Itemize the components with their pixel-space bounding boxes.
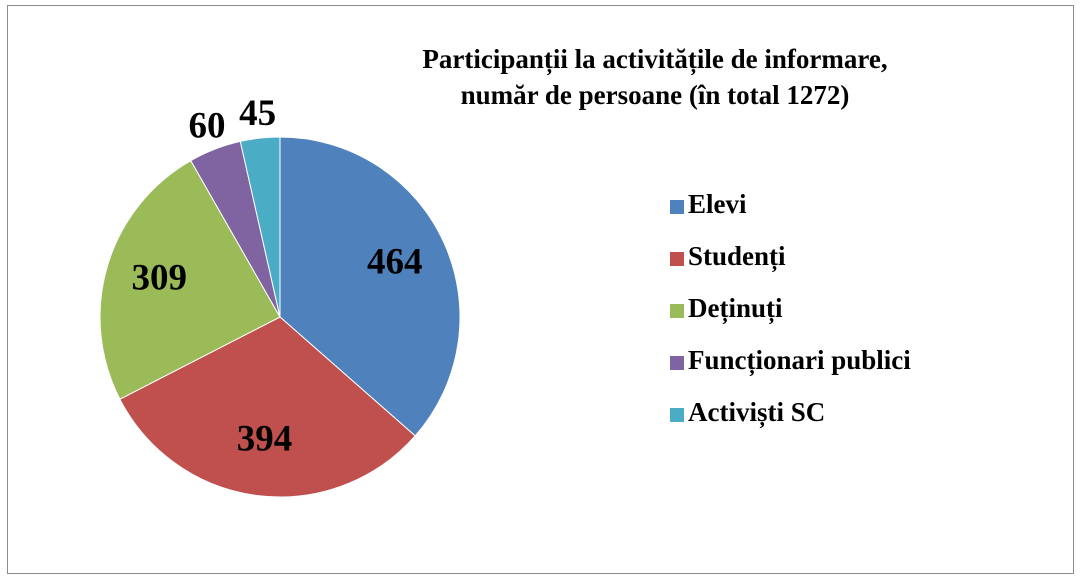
legend-label: Deținuți [688,293,783,324]
pie-slice [99,159,281,400]
chart-title: Participanții la activitățile de informa… [422,44,887,75]
pie-slice [239,136,281,318]
data-label: 309 [131,258,187,299]
legend-label: Studenți [688,241,786,272]
chart-title: număr de persoane (în total 1272) [461,80,850,110]
legend-label: Funcționari publici [688,345,911,376]
legend-swatch [670,252,684,266]
legend-swatch [670,356,684,370]
data-label: 60 [189,106,226,147]
legend-label: Elevi [688,189,747,219]
legend-swatch [670,200,684,214]
data-label: 464 [367,242,423,283]
legend-swatch [670,304,684,318]
data-label: 394 [237,419,293,460]
pie-slice [279,136,461,437]
pie-slice [119,316,416,498]
legend-label: Activiști SC [688,397,825,428]
data-label: 45 [239,93,276,134]
legend-swatch [670,408,684,422]
